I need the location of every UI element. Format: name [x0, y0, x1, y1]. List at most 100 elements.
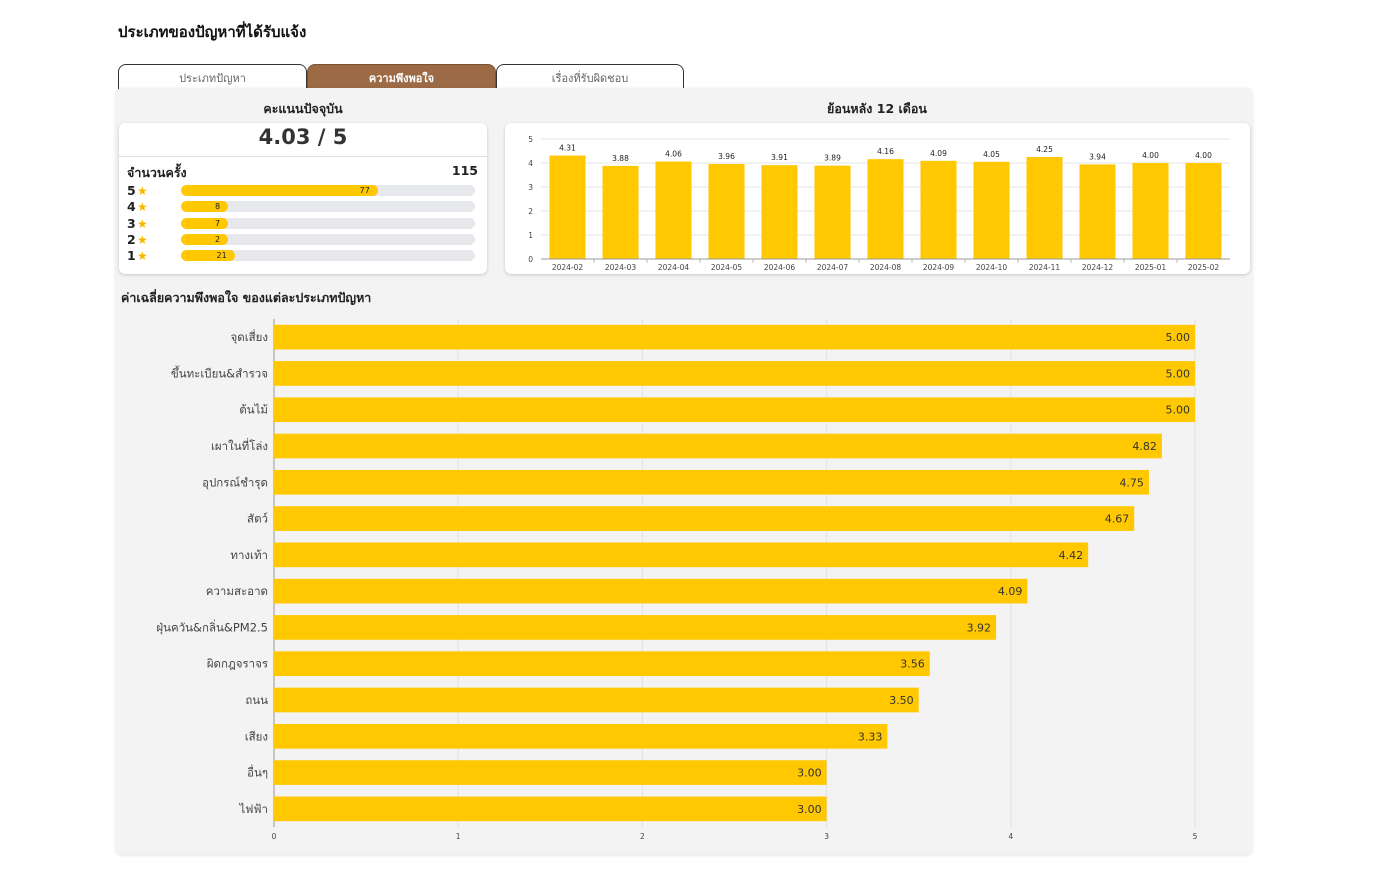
rating-bar-track: 7 [181, 217, 475, 229]
category-label: เสียง [245, 729, 268, 743]
trend-data-label: 4.00 [1142, 151, 1159, 160]
count-label: จำนวนครั้ง [127, 165, 187, 180]
avg-data-label: 3.92 [967, 621, 992, 634]
tab-problem-type[interactable]: ประเภทปัญหา [118, 64, 307, 91]
trend-bar [655, 161, 692, 259]
trend-chart-title: ย้อนหลัง 12 เดือน [827, 101, 927, 116]
avg-data-label: 3.50 [889, 694, 914, 707]
rating-row-2: 2 ★ 2 [127, 232, 475, 248]
x-tick-label: 2024-09 [923, 263, 955, 272]
star-icon: ★ [137, 200, 148, 215]
avg-bar [274, 397, 1195, 423]
avg-data-label: 5.00 [1166, 367, 1191, 380]
trend-bar [920, 160, 957, 259]
category-label: ถนน [245, 693, 268, 707]
content-panel: คะแนนปัจจุบัน 4.03 / 5 จำนวนครั้ง 115 5 ★… [116, 88, 1252, 854]
x-tick-label: 2024-07 [817, 263, 849, 272]
category-label: สัตว์ [247, 512, 268, 526]
avg-data-label: 4.82 [1132, 440, 1157, 453]
star-icon: ★ [137, 232, 148, 247]
rating-bar-fill: 2 [181, 233, 229, 245]
rating-bar-track: 8 [181, 201, 475, 213]
rating-bar-fill: 21 [181, 250, 235, 262]
avg-data-label: 5.00 [1166, 331, 1191, 344]
x-tick-label: 2024-02 [552, 263, 584, 272]
y-tick-label: 4 [528, 159, 533, 168]
rating-bar-fill: 8 [181, 201, 229, 213]
avg-chart-title: ค่าเฉลี่ยความพึงพอใจ ของแต่ละประเภทปัญหา [121, 290, 372, 305]
trend-bar [761, 165, 798, 259]
trend-bar [1185, 163, 1222, 259]
avg-bar [274, 469, 1149, 495]
trend-bar [1026, 157, 1063, 259]
avg-bar [274, 506, 1135, 531]
category-label: ฝุ่นควัน&กลิ่น&PM2.5 [156, 619, 268, 634]
avg-data-label: 3.00 [797, 803, 822, 816]
avg-bar [274, 324, 1195, 350]
x-tick-label: 2024-11 [1029, 263, 1061, 272]
avg-data-label: 5.00 [1166, 404, 1191, 417]
category-label: จุดเสี่ยง [230, 329, 268, 344]
rating-count: 7 [214, 218, 221, 228]
rating-bar-fill: 7 [181, 217, 229, 229]
star-icon: ★ [137, 184, 148, 198]
trend-data-label: 4.00 [1195, 151, 1212, 160]
avg-data-label: 4.75 [1119, 476, 1144, 489]
avg-data-label: 4.42 [1059, 549, 1084, 562]
category-label: อื่นๆ [247, 765, 268, 780]
rating-stars-label: 5 [127, 183, 136, 198]
avg-bar [274, 578, 1028, 604]
x-tick-label: 2025-02 [1188, 263, 1220, 272]
x-tick-label: 2024-06 [764, 263, 796, 272]
rating-count: 21 [216, 251, 227, 261]
avg-data-label: 3.33 [858, 730, 883, 743]
x-tick-label: 2 [640, 832, 645, 841]
category-label: ต้นไม้ [239, 403, 268, 417]
avg-data-label: 3.00 [797, 767, 822, 780]
category-label: ทางเท้า [230, 548, 268, 562]
category-label: ขึ้นทะเบียน&สำรวจ [171, 365, 268, 380]
category-label: ความสะอาด [206, 584, 268, 598]
y-tick-label: 5 [528, 135, 533, 144]
tab-satisfaction[interactable]: ความพึงพอใจ [307, 64, 496, 91]
trend-data-label: 3.88 [612, 154, 629, 163]
rating-stars-label: 2 [127, 231, 136, 247]
star-icon: ★ [137, 216, 148, 231]
trend-data-label: 4.16 [877, 147, 894, 156]
tab-responsibility[interactable]: เรื่องที่รับผิดชอบ [496, 64, 684, 91]
rating-row-4: 4 ★ 8 [127, 199, 475, 215]
count-value: 115 [451, 163, 478, 178]
rating-row-5: 5 ★ 77 [127, 183, 475, 199]
avg-bar [274, 796, 827, 822]
trend-bar [708, 163, 745, 259]
score-divider [119, 156, 487, 157]
x-tick-label: 2025-01 [1135, 263, 1167, 272]
trend-bar [973, 161, 1010, 259]
trend-bar [549, 155, 586, 259]
category-label: เผาในที่โล่ง [211, 438, 268, 453]
rating-stars-label: 3 [127, 215, 136, 231]
x-tick-label: 2024-08 [870, 263, 902, 272]
trend-data-label: 4.06 [665, 150, 682, 159]
category-label: ไฟฟ้า [238, 802, 268, 816]
trend-data-label: 4.09 [930, 149, 947, 158]
trend-bar [602, 165, 639, 259]
trend-data-label: 3.89 [824, 154, 841, 163]
y-tick-label: 3 [528, 183, 533, 192]
x-tick-label: 2024-03 [605, 263, 637, 272]
avg-bar [274, 651, 930, 677]
avg-bar [274, 542, 1089, 568]
avg-bar [274, 760, 827, 785]
x-tick-label: 2024-10 [976, 263, 1008, 272]
trend-chart-card: 0 1 2 3 4 5 4.31 2024-02 3.88 2024-03 4.06 2024-04 3… [505, 123, 1250, 274]
rating-count: 2 [214, 234, 221, 244]
x-tick-label: 3 [824, 832, 829, 841]
x-tick-label: 0 [272, 832, 277, 841]
y-tick-label: 2 [528, 207, 533, 216]
avg-bar [274, 433, 1162, 459]
trend-data-label: 3.94 [1089, 152, 1106, 161]
trend-data-label: 3.91 [771, 153, 788, 162]
x-tick-label: 4 [1008, 832, 1013, 841]
x-tick-label: 2024-05 [711, 263, 743, 272]
category-label: ผิดกฎจราจร [207, 657, 268, 671]
